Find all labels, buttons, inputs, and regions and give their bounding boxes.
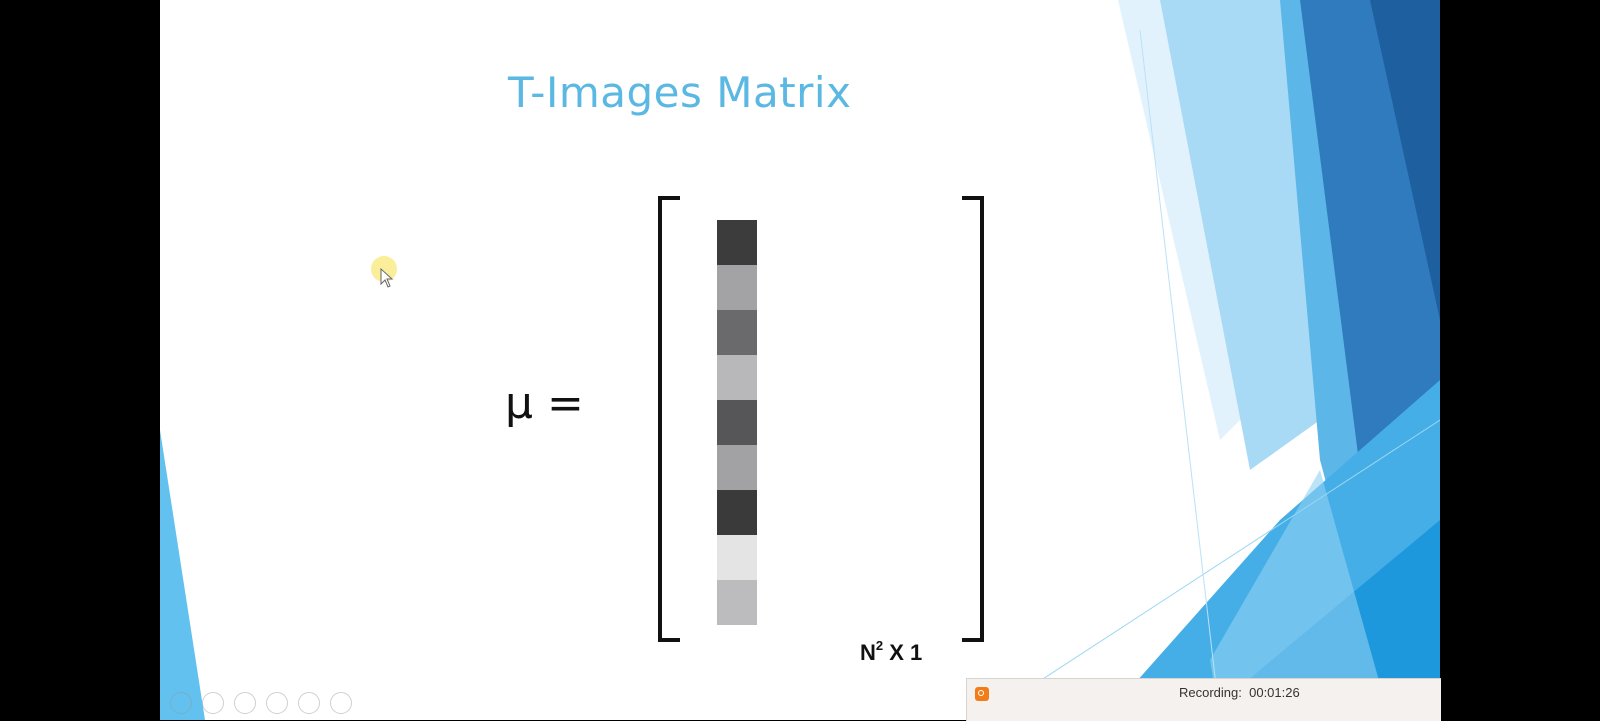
left-bracket	[658, 196, 680, 642]
recording-toolbar[interactable]: Recording: 00:01:26	[966, 678, 1441, 721]
pen-icon[interactable]	[234, 692, 256, 714]
dimension-exponent: 2	[875, 638, 884, 653]
record-icon	[975, 687, 989, 701]
mean-vector	[717, 220, 757, 625]
vector-cell	[717, 220, 757, 265]
recording-status: Recording: 00:01:26	[1179, 685, 1300, 700]
equation-lhs: μ =	[505, 378, 584, 429]
slides-icon[interactable]	[266, 692, 288, 714]
zoom-icon[interactable]	[298, 692, 320, 714]
vector-cell	[717, 535, 757, 580]
recording-time: 00:01:26	[1249, 685, 1300, 700]
more-icon[interactable]	[330, 692, 352, 714]
previous-icon[interactable]	[170, 692, 192, 714]
slide-decoration	[160, 0, 1440, 720]
presenter-controls	[170, 692, 352, 714]
next-icon[interactable]	[202, 692, 224, 714]
vector-cell	[717, 580, 757, 625]
slide-title: T-Images Matrix	[508, 68, 852, 117]
vector-cell	[717, 355, 757, 400]
vector-cell	[717, 265, 757, 310]
mouse-pointer-icon	[380, 268, 394, 288]
recording-label: Recording:	[1179, 685, 1242, 700]
vector-cell	[717, 490, 757, 535]
dimension-label: N2 X 1	[860, 638, 922, 666]
right-bracket	[962, 196, 984, 642]
vector-cell	[717, 310, 757, 355]
vector-cell	[717, 400, 757, 445]
dimension-rest: X 1	[889, 640, 923, 665]
vector-cell	[717, 445, 757, 490]
dimension-base: N	[860, 640, 876, 665]
slide: T-Images Matrix μ = N2 X 1	[160, 0, 1440, 720]
